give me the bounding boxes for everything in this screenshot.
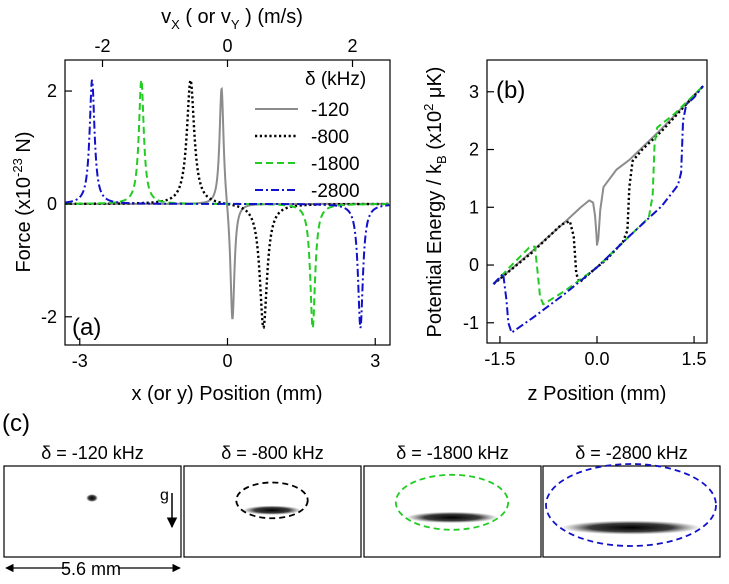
series-b--1800 <box>492 85 704 306</box>
panel-a-legend: δ (kHz) -120 -800 -1800 -2800 <box>255 69 366 202</box>
atom-image-frame <box>363 465 542 558</box>
a-ytick-label: 0 <box>47 194 57 214</box>
panel-b-ylabel: Potential Energy / kB (x102 μK) <box>421 67 449 338</box>
panel-a-ylabel-exp: -23 <box>10 158 25 177</box>
panel-a: -3 0 3-202-2 0 2 (a) x (or y) Position (mm) … <box>10 6 391 405</box>
legend-label--800: -800 <box>311 127 349 148</box>
panel-b-ylabel-exp: 2 <box>421 104 436 111</box>
panel-a-ticks: -3 0 3 -2 0 2 -2 0 2 <box>41 36 380 371</box>
atom-cloud <box>86 494 98 502</box>
panel-a-series-group <box>64 77 391 329</box>
b-ytick-label: 0 <box>469 255 479 275</box>
b-xtick-label: -1.5 <box>484 349 515 369</box>
b-ytick-label: 1 <box>469 197 479 217</box>
panel-a-label: (a) <box>72 314 101 341</box>
atom-image-title: δ = -800 kHz <box>221 443 324 463</box>
atom-image-title: δ = -2800 kHz <box>575 443 688 463</box>
scale-bar: 5.6 mm <box>5 559 181 579</box>
a-ytick-label: 2 <box>47 81 57 101</box>
a-xtick-label: 0 <box>222 351 232 371</box>
legend-label--2800: -2800 <box>311 181 360 202</box>
series-b--2800 <box>492 85 704 334</box>
panel-a-top-xlabel: vX ( or vY ) (m/s) <box>161 6 303 32</box>
panel-b-ticks: -1.5 0.0 1.5 -1 0 1 2 3 <box>463 82 707 369</box>
a-top-xtick-label: 2 <box>347 36 357 56</box>
panel-b-xlabel: z Position (mm) <box>528 383 667 405</box>
b-xtick-label: 0.0 <box>584 349 609 369</box>
panel-a-ylabel-pre: Force (x10 <box>13 177 35 273</box>
panel-b: -1.5 0.0 1.5 -1 0 1 2 3 (b) z Position (mm) Pot… <box>421 59 708 405</box>
atom-image-1: δ = -800 kHz <box>183 443 362 558</box>
series-a--2800 <box>64 79 391 329</box>
resonance-ellipse <box>235 481 309 520</box>
gravity-indicator: g <box>160 487 178 529</box>
a-top-xtick-label: 0 <box>222 36 232 56</box>
panel-a-ylabel-post: N) <box>13 131 35 158</box>
resonance-ellipse <box>545 463 717 547</box>
b-ytick-label: 2 <box>469 140 479 160</box>
a-top-xtick-label: -2 <box>94 36 110 56</box>
series-a--1800 <box>65 77 391 329</box>
panel-b-series-group <box>492 85 705 334</box>
panel-a-xlabel: x (or y) Position (mm) <box>131 383 322 405</box>
top-xlabel-part-1: X <box>171 17 180 32</box>
series-b--120 <box>492 85 704 285</box>
top-xlabel-part-4: ) (m/s) <box>240 6 303 28</box>
atom-cloud <box>242 505 302 515</box>
a-xtick-label: -3 <box>72 351 88 371</box>
panel-b-ylabel-pre: Potential Energy / k <box>424 163 446 337</box>
a-ytick-label: -2 <box>41 307 57 327</box>
scale-bar-label: 5.6 mm <box>61 559 121 579</box>
panel-c-images: δ = -120 kHz δ = -800 kHz δ = -1800 kHz δ =… <box>3 443 721 558</box>
atom-cloud <box>561 520 701 535</box>
atom-image-title: δ = -1800 kHz <box>396 443 509 463</box>
panel-c: (c) δ = -120 kHz δ = -800 kHz δ = -1800 kH… <box>2 410 721 579</box>
panel-b-ylabel-sub: B <box>434 155 449 164</box>
series-b--800 <box>492 85 705 286</box>
atom-image-frame <box>542 465 721 558</box>
top-xlabel-part-2: ( or v <box>180 6 231 28</box>
legend-title: δ (kHz) <box>305 69 366 90</box>
atom-image-title: δ = -120 kHz <box>41 443 144 463</box>
atom-image-0: δ = -120 kHz <box>3 443 182 558</box>
legend-label--1800: -1800 <box>311 154 360 175</box>
legend-label--120: -120 <box>311 100 349 121</box>
top-xlabel-part-0: v <box>161 6 171 28</box>
b-xtick-label: 1.5 <box>682 349 707 369</box>
a-xtick-label: 3 <box>370 351 380 371</box>
panel-a-ylabel: Force (x10-23 N) <box>10 131 35 272</box>
b-ytick-label: 3 <box>469 82 479 102</box>
panel-b-ylabel-post: μK) <box>424 67 446 104</box>
panel-b-label: (b) <box>496 77 525 104</box>
b-ytick-label: -1 <box>463 313 479 333</box>
top-xlabel-part-3: Y <box>231 17 240 32</box>
gravity-label: g <box>160 487 169 504</box>
panel-c-label: (c) <box>2 410 30 437</box>
atom-image-frame <box>3 465 182 558</box>
atom-image-2: δ = -1800 kHz <box>363 443 542 558</box>
panel-b-ylabel-mid: (x10 <box>424 111 446 155</box>
atom-image-3: δ = -2800 kHz <box>542 443 721 558</box>
series-a--800 <box>65 77 390 329</box>
resonance-ellipse <box>394 473 510 531</box>
atom-cloud <box>405 511 499 524</box>
